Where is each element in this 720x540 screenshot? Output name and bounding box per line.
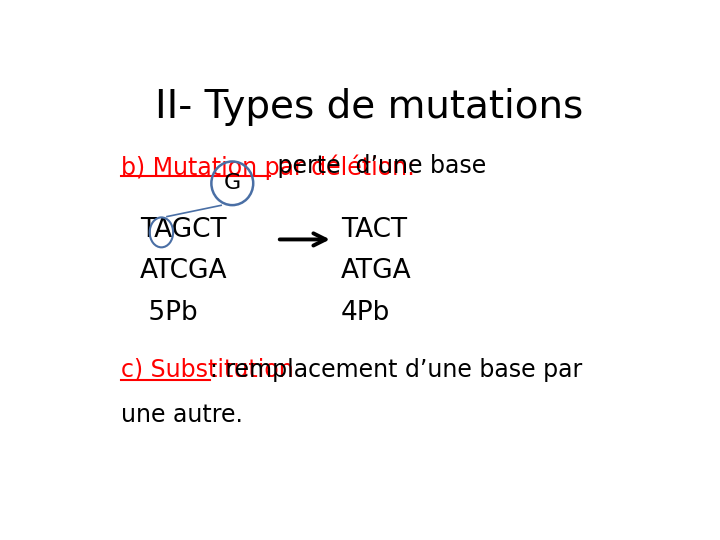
Text: b) Mutation par délétion:: b) Mutation par délétion: bbox=[121, 154, 415, 180]
Text: perte  d’une base: perte d’une base bbox=[270, 154, 486, 178]
Text: : remplacement d’une base par: : remplacement d’une base par bbox=[210, 358, 582, 382]
Text: II- Types de mutations: II- Types de mutations bbox=[155, 87, 583, 126]
Text: c) Substitution: c) Substitution bbox=[121, 358, 294, 382]
Text: G: G bbox=[224, 173, 241, 193]
Text: ATCGA: ATCGA bbox=[140, 258, 228, 284]
Text: ATGA: ATGA bbox=[341, 258, 412, 284]
Text: TACT: TACT bbox=[341, 217, 408, 242]
Text: une autre.: une autre. bbox=[121, 403, 243, 427]
Text: 5Pb: 5Pb bbox=[140, 300, 198, 326]
Text: TAGCT: TAGCT bbox=[140, 217, 227, 242]
Text: 4Pb: 4Pb bbox=[341, 300, 390, 326]
